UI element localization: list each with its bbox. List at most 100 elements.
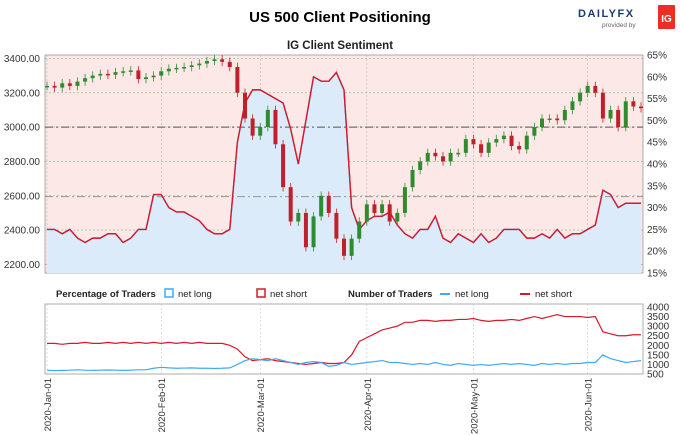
percent-tick-label: 65%: [647, 51, 667, 62]
price-candle-body: [52, 85, 57, 88]
legend-num-short-label: net short: [535, 289, 572, 300]
ig-badge: [658, 5, 675, 29]
legend-pct-short-swatch: [256, 288, 266, 298]
price-candle-body: [311, 216, 316, 248]
price-candle-body: [631, 101, 636, 107]
price-candle-body: [128, 70, 133, 72]
legend-pct-short-label: net short: [270, 289, 307, 300]
count-tick-label: 3000: [647, 322, 670, 333]
price-tick-label: 2400.00: [4, 226, 41, 237]
count-tick-label: 4000: [647, 303, 670, 314]
price-candle-body: [189, 65, 194, 68]
price-candle-body: [220, 59, 225, 62]
price-candle-body: [479, 144, 484, 153]
price-candle-body: [433, 152, 438, 157]
price-candle-body: [585, 85, 590, 93]
net-short-percent-line: [47, 71, 641, 244]
price-candle-body: [250, 118, 255, 136]
price-candle-body: [623, 101, 628, 128]
price-candle-body: [471, 139, 476, 145]
percent-tick-label: 25%: [647, 225, 667, 236]
price-candle-body: [395, 212, 400, 222]
price-candle-body: [75, 81, 80, 86]
percent-tick-label: 60%: [647, 72, 667, 83]
x-tick-label: 2020-Feb-01: [157, 378, 168, 432]
price-candle-body: [410, 170, 415, 188]
price-candle-body: [273, 109, 278, 145]
x-tick-label: 2020-Jan-01: [43, 378, 54, 431]
price-candle-body: [425, 152, 430, 162]
price-candle-body: [524, 135, 529, 150]
percent-tick-label: 35%: [647, 181, 667, 192]
price-candle-body: [418, 161, 423, 171]
price-candle-body: [540, 118, 544, 128]
count-tick-label: 1000: [647, 360, 670, 371]
price-candle-body: [456, 152, 461, 155]
price-candle-body: [159, 71, 164, 76]
price-candle-body: [45, 85, 49, 88]
price-candle-body: [357, 221, 362, 239]
price-candle-body: [182, 67, 187, 69]
price-candle-body: [136, 70, 141, 80]
net-long-count-line: [46, 354, 642, 372]
percent-tick-label: 15%: [647, 269, 667, 280]
x-tick-label: 2020-Jun-01: [584, 378, 595, 431]
price-candle-body: [265, 109, 270, 128]
price-candle-body: [387, 204, 392, 222]
price-candle-body: [608, 109, 613, 119]
price-candle-body: [547, 118, 552, 121]
price-candle-body: [463, 139, 468, 153]
price-tick-label: 3000.00: [4, 123, 41, 134]
price-candle-body: [402, 187, 407, 213]
price-candle-body: [60, 83, 65, 88]
price-candle-body: [281, 144, 286, 188]
net-long-area: [47, 72, 641, 273]
price-candle-body: [372, 204, 377, 213]
price-candle-body: [90, 75, 95, 79]
price-candle-body: [166, 68, 171, 72]
price-candle-body: [197, 63, 202, 66]
x-tick-label: 2020-Mar-01: [256, 378, 267, 432]
price-candle-body: [227, 61, 232, 68]
price-candle-body: [326, 195, 331, 213]
price-tick-label: 2800.00: [4, 157, 41, 168]
price-candle-body: [578, 92, 583, 102]
price-candle-body: [532, 127, 537, 136]
brand-sub: provided by: [602, 22, 636, 29]
count-tick-label: 2500: [647, 331, 670, 342]
price-tick-label: 3200.00: [4, 88, 41, 99]
legend-pct-title: Percentage of Traders: [56, 289, 156, 300]
price-candle-body: [441, 156, 445, 162]
price-candle-body: [288, 187, 293, 222]
price-tick-label: 2200.00: [4, 260, 41, 271]
percent-tick-label: 50%: [647, 116, 667, 127]
count-tick-label: 2000: [647, 341, 670, 352]
percent-tick-label: 55%: [647, 94, 667, 105]
dailyfx-logo: DAILYFX provided by IG: [578, 5, 675, 29]
price-candle-body: [174, 67, 179, 70]
price-candle-body: [204, 61, 209, 64]
price-candle-body: [258, 127, 263, 136]
panel-title: IG Client Sentiment: [287, 40, 393, 52]
price-candle-body: [509, 135, 514, 146]
price-candle-body: [113, 72, 118, 75]
price-candle-body: [342, 238, 346, 256]
price-tick-label: 3400.00: [4, 54, 41, 65]
price-candle-body: [151, 75, 156, 78]
x-tick-label: 2020-May-01: [469, 378, 480, 434]
price-candle-body: [319, 195, 324, 217]
legend-num-title: Number of Traders: [348, 289, 432, 300]
price-candle-body: [98, 73, 103, 76]
count-tick-label: 500: [647, 370, 664, 381]
price-candle-body: [67, 83, 72, 86]
price-tick-label: 2600.00: [4, 191, 41, 202]
price-candle-body: [212, 59, 217, 62]
price-candle-body: [144, 77, 148, 80]
price-candle-body: [235, 67, 240, 93]
price-candle-body: [593, 85, 598, 93]
price-candle-body: [105, 73, 110, 76]
price-candle-body: [616, 109, 621, 128]
percent-tick-label: 45%: [647, 138, 667, 149]
